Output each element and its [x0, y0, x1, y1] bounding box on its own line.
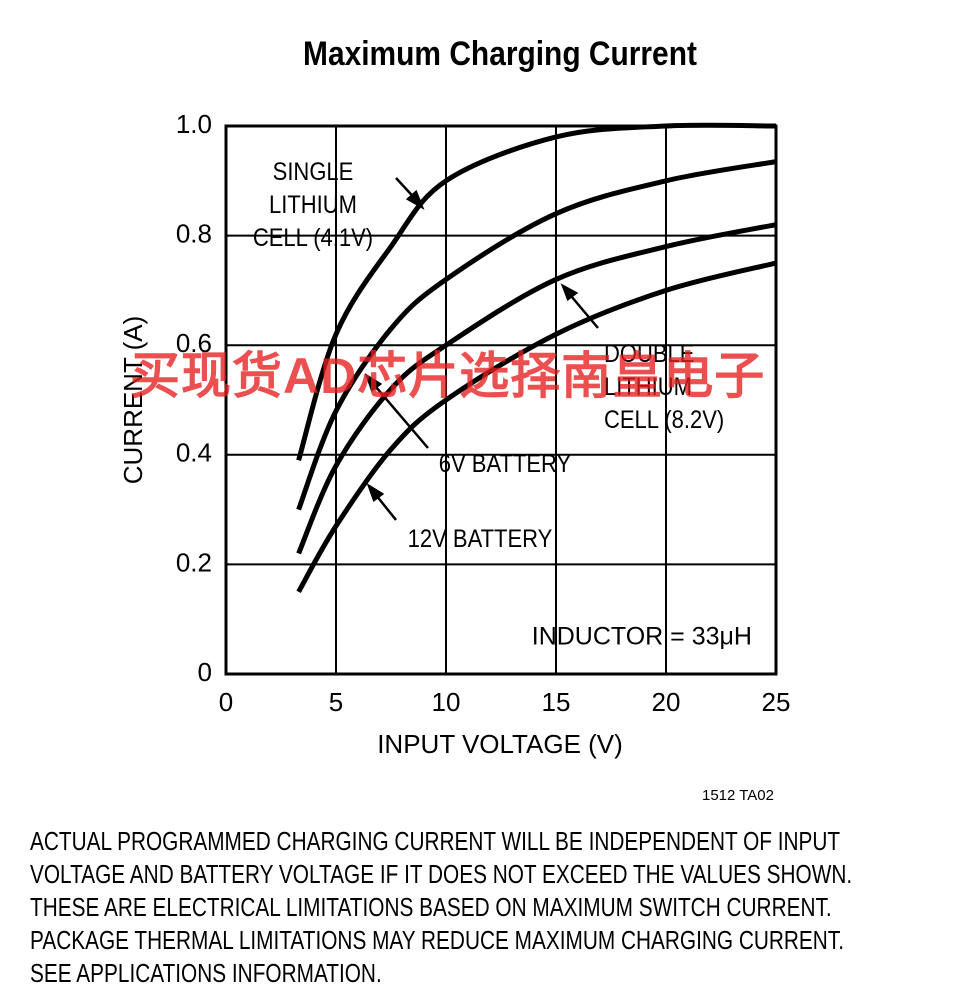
- y-tick-label: 0.4: [176, 438, 212, 468]
- y-tick-label: 0.6: [176, 328, 212, 358]
- x-axis-label: INPUT VOLTAGE (V): [377, 729, 623, 759]
- series-label: DOUBLE LITHIUM CELL (8.2V): [604, 340, 725, 434]
- series-label: 6V BATTERY: [438, 450, 572, 478]
- x-tick-label: 0: [219, 687, 233, 717]
- annotation: INDUCTOR = 33μH: [532, 623, 752, 651]
- arrow-head: [560, 283, 579, 301]
- x-tick-label: 5: [329, 687, 343, 717]
- y-axis-label: CURRENT (A): [118, 316, 148, 485]
- y-tick-label: 0: [198, 657, 212, 687]
- y-tick-label: 1.0: [176, 109, 212, 139]
- x-tick-label: 25: [762, 687, 791, 717]
- figure-code: 1512 TA02: [702, 787, 774, 804]
- x-tick-label: 10: [432, 687, 461, 717]
- y-tick-label: 0.8: [176, 218, 212, 248]
- note-line: PACKAGE THERMAL LIMITATIONS MAY REDUCE M…: [30, 925, 844, 955]
- note-line: SEE APPLICATIONS INFORMATION.: [30, 958, 382, 988]
- arrow-head: [405, 189, 425, 210]
- series-label: SINGLE LITHIUM CELL (4.1V): [252, 158, 374, 252]
- arrow: [369, 379, 429, 449]
- curve: [296, 260, 777, 594]
- watermark: 买现货AD芯片选择南皇电子: [130, 348, 766, 404]
- arrow-head: [364, 373, 383, 393]
- plot-frame: [224, 124, 778, 676]
- arrows: [364, 177, 599, 521]
- x-tick-label: 15: [542, 687, 571, 717]
- series-label: 12V BATTERY: [407, 525, 553, 553]
- note-line: VOLTAGE AND BATTERY VOLTAGE IF IT DOES N…: [30, 859, 853, 889]
- x-tick-label: 20: [652, 687, 681, 717]
- chart-title: Maximum Charging Current: [303, 34, 697, 72]
- y-tick-label: 0.2: [176, 547, 212, 577]
- note-line: ACTUAL PROGRAMMED CHARGING CURRENT WILL …: [30, 826, 841, 856]
- arrow-head: [366, 483, 385, 503]
- curve: [296, 159, 777, 511]
- curve: [296, 222, 777, 555]
- note-line: THESE ARE ELECTRICAL LIMITATIONS BASED O…: [30, 892, 832, 922]
